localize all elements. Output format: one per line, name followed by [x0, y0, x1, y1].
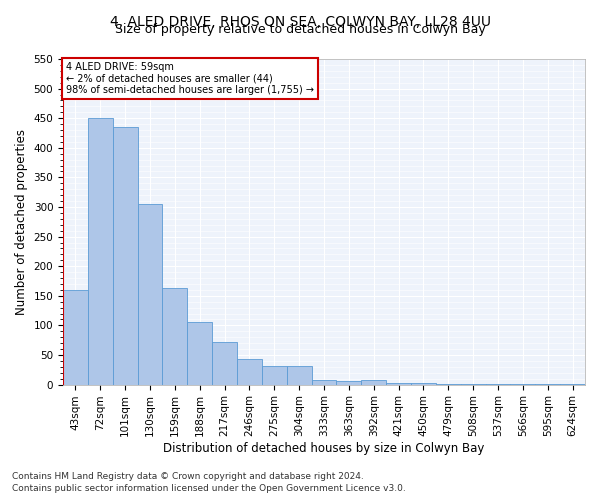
Bar: [262, 366, 287, 384]
Bar: [163, 288, 187, 384]
Y-axis label: Number of detached properties: Number of detached properties: [15, 129, 28, 315]
Text: 4, ALED DRIVE, RHOS ON SEA, COLWYN BAY, LL28 4UU: 4, ALED DRIVE, RHOS ON SEA, COLWYN BAY, …: [110, 15, 491, 29]
Bar: [361, 380, 386, 384]
Text: Size of property relative to detached houses in Colwyn Bay: Size of property relative to detached ho…: [115, 22, 485, 36]
Bar: [113, 127, 137, 384]
Text: Contains HM Land Registry data © Crown copyright and database right 2024.: Contains HM Land Registry data © Crown c…: [12, 472, 364, 481]
Bar: [337, 381, 361, 384]
Bar: [88, 118, 113, 384]
Bar: [212, 342, 237, 384]
Bar: [311, 380, 337, 384]
Bar: [237, 359, 262, 384]
Bar: [187, 322, 212, 384]
Bar: [63, 290, 88, 384]
Text: Contains public sector information licensed under the Open Government Licence v3: Contains public sector information licen…: [12, 484, 406, 493]
Text: 4 ALED DRIVE: 59sqm
← 2% of detached houses are smaller (44)
98% of semi-detache: 4 ALED DRIVE: 59sqm ← 2% of detached hou…: [65, 62, 314, 96]
Bar: [287, 366, 311, 384]
Bar: [137, 204, 163, 384]
X-axis label: Distribution of detached houses by size in Colwyn Bay: Distribution of detached houses by size …: [163, 442, 485, 455]
